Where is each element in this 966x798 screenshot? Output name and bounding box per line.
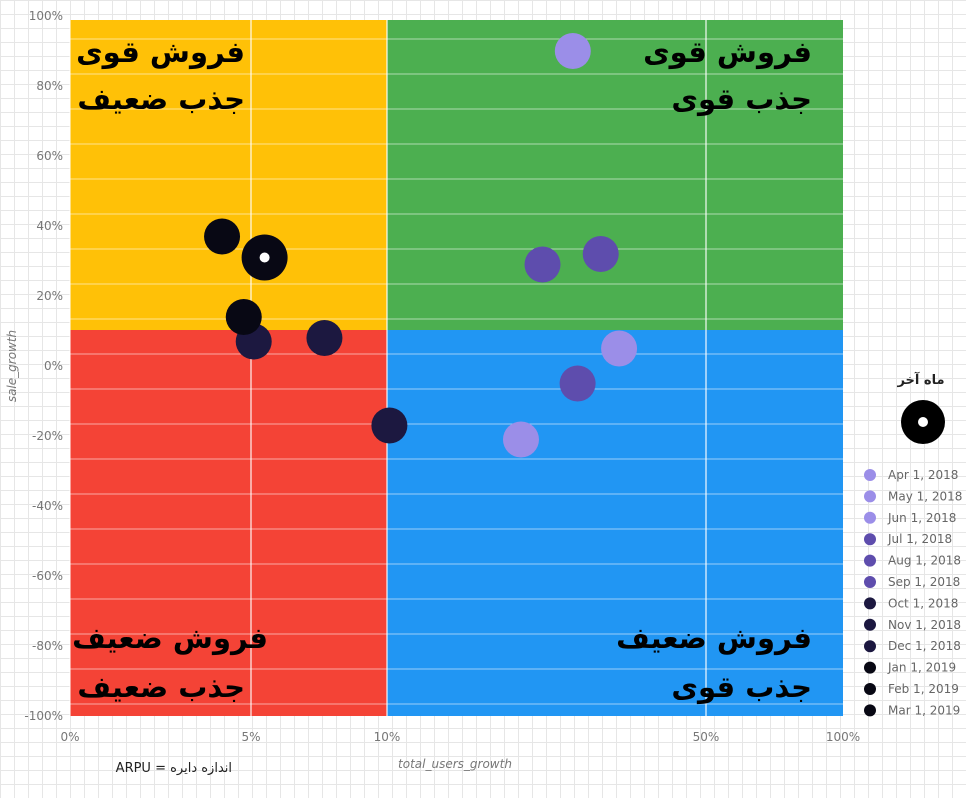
x-axis-title: total_users_growth [398,757,512,771]
y-tick-label: 0% [44,359,63,373]
legend-label: Sep 1, 2018 [888,575,960,589]
bubble-size-note: ARPU = اندازه دایره [116,761,232,776]
y-tick-label: -100% [24,709,63,723]
y-tick-label: -40% [32,499,63,513]
quadrant-top-left-line2: جذب ضعیف [77,82,245,116]
quadrant-bottom-left [70,330,387,716]
quadrant-top-right-line1: فروش قوی [643,35,812,69]
quadrant-bottom-right [387,330,843,716]
y-axis-ticks: 100% 80% 60% 40% 20% 0% -20% -40% -60% -80% -100% [24,9,63,723]
gridlines [69,20,843,716]
legend-swatch [864,469,876,481]
bubble-point[interactable] [371,407,408,444]
legend-swatch [864,511,876,524]
y-tick-label: 80% [36,79,63,93]
legend-swatch [864,661,876,674]
quadrant-top-left-line1: فروش قوی [76,35,245,69]
quadrant-bottom-left-line2: جذب ضعیف [77,670,245,704]
x-tick-label: 10% [374,730,401,744]
legend-label: Aug 1, 2018 [888,554,961,568]
y-axis-title: sale_growth [5,330,19,402]
legend-label: Oct 1, 2018 [888,596,958,610]
legend-label: Jun 1, 2018 [887,511,956,525]
quadrant-bottom-right-line2: جذب قوی [671,670,812,704]
legend-swatch [864,576,876,588]
legend-swatch [864,597,876,610]
last-month-label: ماه آخر [896,371,944,388]
y-tick-label: -60% [32,569,63,583]
legend-swatch [864,490,876,503]
bubble-point[interactable] [225,299,262,335]
legend: Apr 1, 2018 May 1, 2018 Jun 1, 2018 Jul 1, … [864,468,962,717]
legend-label: Jul 1, 2018 [887,532,952,546]
bubble-point[interactable] [306,320,343,356]
bubble-point[interactable] [502,421,539,458]
legend-label: Dec 1, 2018 [888,639,961,653]
y-tick-label: -80% [32,639,63,653]
quadrant-top-right [387,20,843,330]
quadrant-top-right-line2: جذب قوی [671,82,812,116]
x-axis-ticks: 0% 5% 10% 50% 100% [60,730,860,744]
bubble-point[interactable] [601,330,638,367]
x-tick-label: 100% [826,730,860,744]
x-tick-label: 5% [241,730,260,744]
last-month-indicator: ماه آخر [896,371,945,444]
y-tick-label: 100% [29,9,63,23]
y-tick-label: -20% [32,429,63,443]
bubble-point[interactable] [559,365,596,402]
bubbles [204,33,638,458]
legend-label: Feb 1, 2019 [888,682,959,696]
legend-label: May 1, 2018 [888,489,962,503]
legend-swatch [864,640,876,653]
y-tick-label: 20% [36,289,63,303]
bubble-point[interactable] [524,246,561,283]
legend-label: Mar 1, 2019 [888,703,960,717]
bubble-point[interactable] [204,218,241,255]
quadrant-bottom-right-line1: فروش ضعیف [616,621,812,655]
last-month-marker-dot [918,417,928,427]
x-tick-label: 0% [60,730,79,744]
y-tick-label: 60% [36,149,63,163]
legend-swatch [864,554,876,567]
quadrant-top-left [70,20,387,330]
plot-area [69,20,843,716]
quadrant-bottom-left-line1: فروش ضعیف [72,621,268,655]
bubble-last-month-dot [259,252,270,263]
legend-swatch [864,533,876,546]
legend-swatch [864,683,876,695]
legend-label: Apr 1, 2018 [888,468,958,482]
legend-label: Jan 1, 2019 [887,661,956,675]
y-tick-label: 40% [36,219,63,233]
bubble-point[interactable] [554,33,591,69]
legend-swatch [864,704,876,717]
bubble-point[interactable] [582,236,619,272]
legend-swatch [864,618,876,631]
x-tick-label: 50% [693,730,720,744]
legend-label: Nov 1, 2018 [888,618,961,632]
